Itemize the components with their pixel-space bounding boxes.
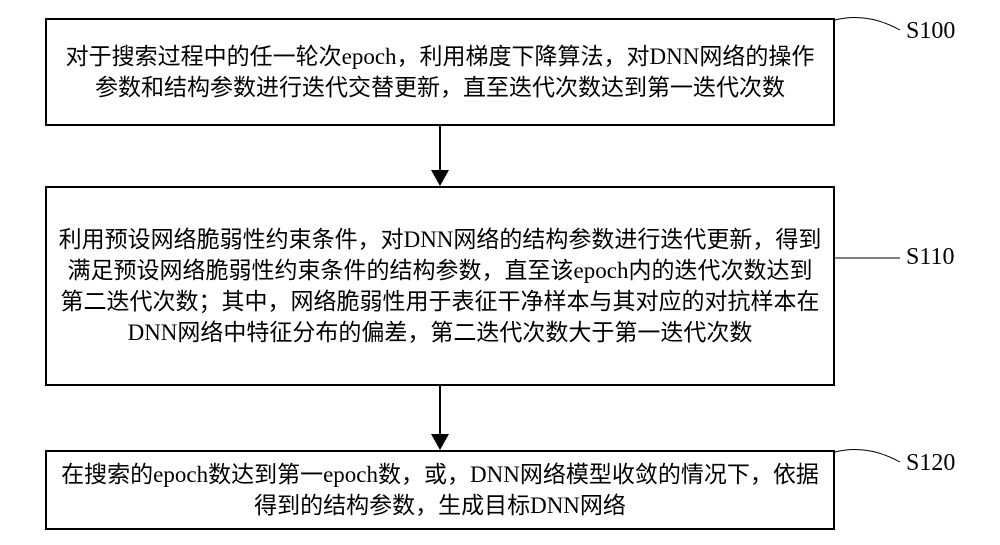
flowchart-canvas: 对于搜索过程中的任一轮次epoch，利用梯度下降算法，对DNN网络的操作参数和结… — [0, 0, 1000, 545]
lead-line-s120 — [0, 0, 1000, 545]
